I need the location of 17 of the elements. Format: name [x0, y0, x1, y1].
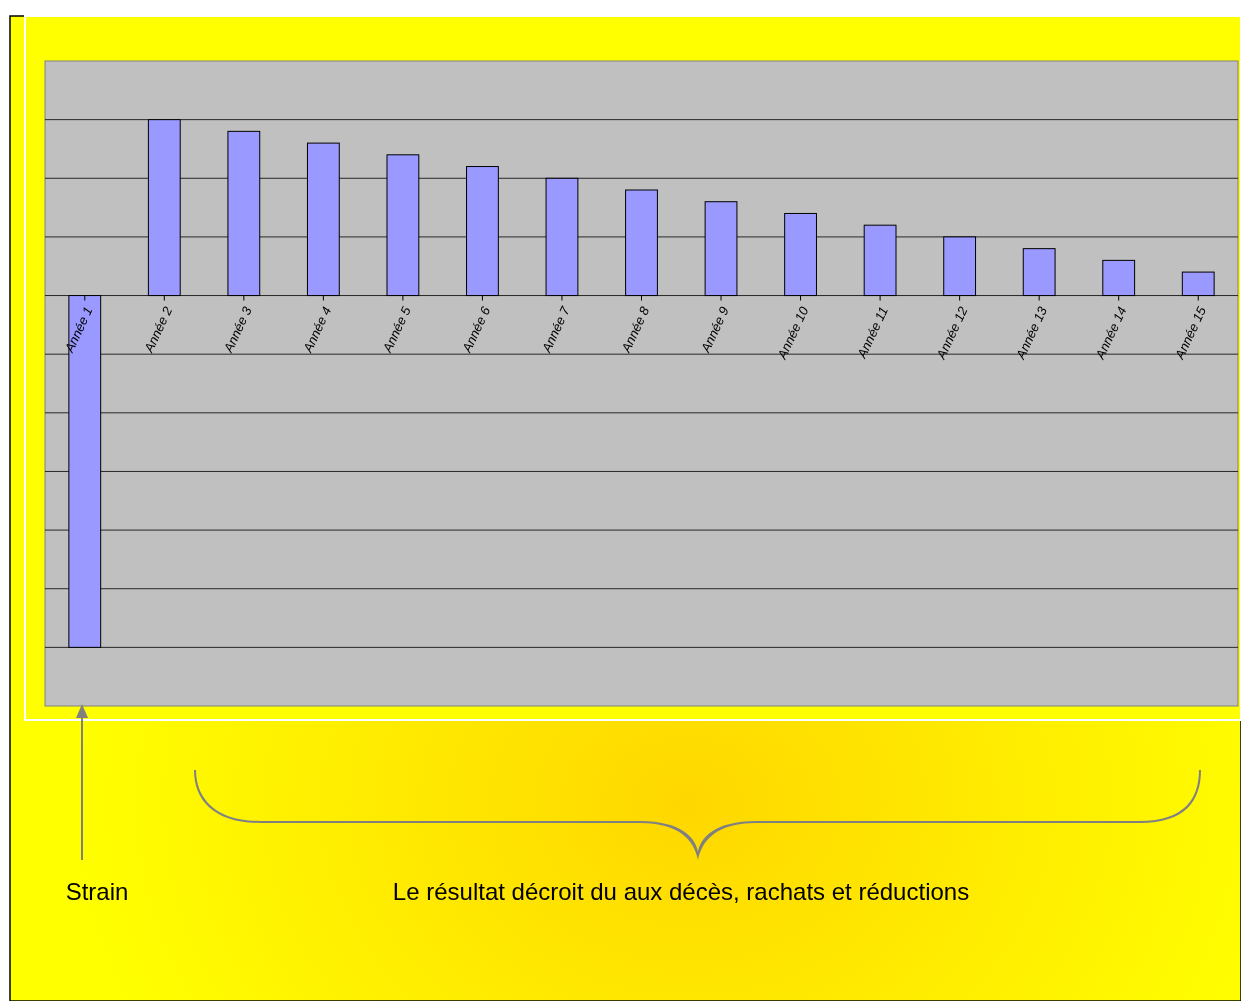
x-tick-label: Année 8: [617, 303, 653, 356]
x-tick-label: Année 6: [458, 303, 494, 356]
x-tick-label: Année 4: [299, 304, 335, 356]
x-tick-label: Année 10: [773, 303, 812, 363]
text: Strain: [65, 878, 129, 905]
text: Le résultat décroit du aux décès, rachats et réductions: [392, 878, 970, 905]
x-tick-label: Année 2: [140, 303, 176, 356]
x-tick-label: Année 12: [932, 303, 971, 363]
x-tick-label: Année 15: [1171, 303, 1210, 363]
x-tick-label: Année 11: [853, 304, 891, 362]
x-tick-label: Année 7: [538, 303, 574, 356]
x-tick-label: Année 14: [1092, 304, 1130, 363]
x-tick-label: Année 3: [220, 303, 255, 356]
x-tick-label: Année 1: [61, 304, 96, 356]
x-tick-label: Année 5: [379, 303, 415, 356]
x-tick-label: Année 9: [697, 304, 732, 356]
x-tick-label: Année 13: [1012, 303, 1051, 363]
